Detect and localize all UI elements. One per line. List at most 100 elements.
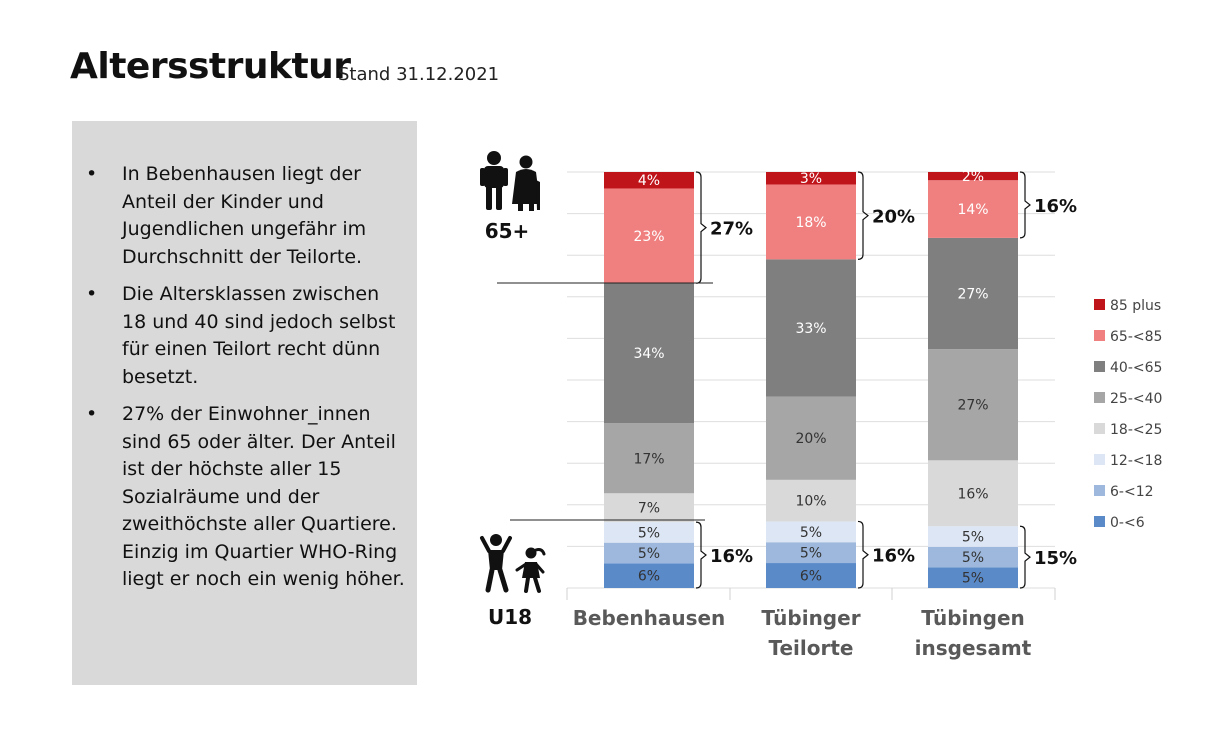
bar-segment [766,563,856,588]
bracket-label: 15% [1034,548,1077,569]
category-label: Teilorte [769,636,854,660]
bracket-line [857,520,869,589]
bullet-glyph: • [86,163,98,185]
data-label: 5% [962,571,984,587]
data-label: 33% [795,321,826,337]
data-label: 5% [638,546,660,562]
legend-label: 40-<65 [1110,360,1162,376]
data-label: 6% [638,569,660,585]
text-panel: • In Bebenhausen liegt der Anteil der Ki… [72,121,417,685]
data-label: 14% [957,202,988,218]
data-label: 5% [962,550,984,566]
category-label: Bebenhausen [573,606,726,630]
bar-segment [604,542,694,564]
data-label: 27% [957,398,988,414]
category-label: Tübingen [921,606,1025,630]
chart-category-labels: Bebenhausen Tübinger Teilorte Tübingen insge… [573,606,1032,660]
bracket-label: 16% [872,546,915,567]
page-subtitle: Stand 31.12.2021 [338,64,500,85]
category-label: insgesamt [915,636,1032,660]
bar-segment [928,349,1018,461]
bullet-text: 27% der Einwohner_innen sind 65 oder ält… [122,403,405,590]
page-title: Altersstruktur [70,46,351,87]
data-label: 7% [638,501,660,517]
chart-value-labels: 6% 5% 5% 7% 17% 34% 23% 4% 6% 5% 5% 10% 20% 33% 18% 3% 5… [633,169,988,587]
bullet-text: In Bebenhausen liegt der Anteil der Kind… [122,163,367,268]
bullet-list: • In Bebenhausen liegt der Anteil der Ki… [72,121,417,594]
bullet-item: • Die Altersklassen zwischen 18 und 40 s… [72,281,417,391]
data-label: 5% [800,525,822,541]
bullet-text: Die Altersklassen zwischen 18 und 40 sin… [122,283,396,388]
bar-segment [604,188,694,284]
bar-segment [766,259,856,397]
data-label: 27% [957,287,988,303]
bar-segment [766,479,856,522]
category-label: Tübinger [761,606,860,630]
bar-segment [604,522,694,543]
data-label: 20% [795,431,826,447]
bullet-item: • In Bebenhausen liegt der Anteil der Ki… [72,161,417,271]
bar-segment [928,172,1018,181]
bar-segment [766,521,856,543]
bracket-line [1019,525,1031,589]
bracket-label: 16% [1034,196,1077,217]
bar-segment [928,567,1018,588]
bracket-line [695,171,707,284]
data-label: 2% [962,169,984,185]
bar-segment [766,396,856,480]
bar-segment [766,172,856,185]
data-label: 5% [962,530,984,546]
bracket-label: 20% [872,207,915,228]
chart-bars [604,172,1018,588]
data-label: 18% [795,215,826,231]
bar-segment [928,460,1018,527]
bar-segment [604,563,694,588]
bracket-line [695,521,707,589]
data-label: 10% [795,494,826,510]
bar-segment [766,184,856,260]
data-label: 4% [638,173,660,189]
bracket-label: 16% [710,546,753,567]
legend-label: 25-<40 [1110,391,1162,407]
chart-brackets: 27% 16% 20% 16% 16% 15% [695,171,1077,589]
seniors-label: 65+ [485,219,530,243]
data-label: 6% [800,569,822,585]
elderly-couple-icon [480,151,540,211]
bar-segment [604,172,694,189]
legend-label: 12-<18 [1110,453,1162,469]
legend-swatch [1094,454,1105,465]
chart-legend: 85 plus 65-<85 40-<65 25-<40 18-<25 12-<18 6-<… [1094,298,1162,531]
legend-swatch [1094,299,1105,310]
children-playing-icon [480,534,546,593]
legend-label: 65-<85 [1110,329,1162,345]
legend-swatch [1094,423,1105,434]
legend-swatch [1094,330,1105,341]
legend-label: 0-<6 [1110,515,1145,531]
legend-swatch [1094,485,1105,496]
bar-segment [928,237,1018,350]
bar-segment [604,423,694,494]
legend-label: 18-<25 [1110,422,1162,438]
data-label: 23% [633,229,664,245]
legend-swatch [1094,516,1105,527]
children-label: U18 [488,605,532,629]
bullet-glyph: • [86,283,98,305]
bar-segment [928,526,1018,547]
data-label: 5% [638,525,660,541]
bracket-line [1019,171,1031,239]
bar-segment [928,180,1018,238]
bracket-line [857,171,869,260]
legend-swatch [1094,361,1105,372]
bar-segment [604,493,694,523]
data-label: 5% [800,546,822,562]
legend-label: 85 plus [1110,298,1161,314]
bracket-label: 27% [710,219,753,240]
data-label: 34% [633,346,664,362]
data-label: 16% [957,486,988,502]
data-label: 17% [633,451,664,467]
legend-label: 6-<12 [1110,484,1154,500]
legend-swatch [1094,392,1105,403]
bullet-item: • 27% der Einwohner_innen sind 65 oder ä… [72,401,417,594]
bullet-glyph: • [86,403,98,425]
